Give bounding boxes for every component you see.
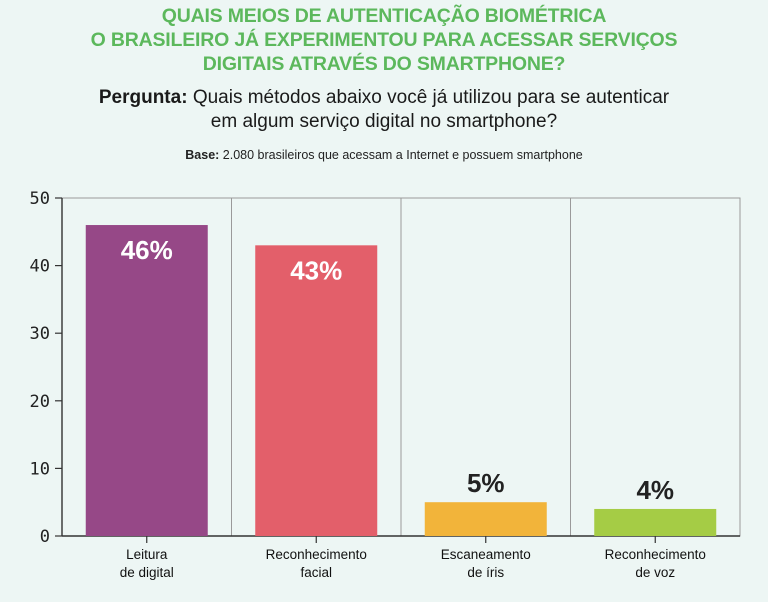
y-tick-label: 30 <box>30 324 50 344</box>
base-label: Base: <box>185 148 220 162</box>
x-tick-label: facial <box>300 565 332 580</box>
x-tick-label: Escaneamento <box>441 547 531 562</box>
x-tick-label: Leitura <box>126 547 168 562</box>
bar <box>255 245 378 536</box>
x-tick-label: de voz <box>635 565 675 580</box>
data-label: 4% <box>636 475 674 505</box>
x-tick-label: Reconhecimento <box>266 547 367 562</box>
y-tick-label: 40 <box>30 257 50 277</box>
title-line-1: QUAIS MEIOS DE AUTENTICAÇÃO BIOMÉTRICA <box>161 5 607 27</box>
y-tick-label: 0 <box>40 527 50 547</box>
y-tick-label: 50 <box>30 189 50 209</box>
bar <box>424 502 547 536</box>
y-tick-label: 10 <box>30 459 50 479</box>
question-label: Pergunta: <box>98 87 188 108</box>
data-label: 43% <box>290 255 342 285</box>
data-label: 5% <box>467 468 505 498</box>
x-tick-label: de íris <box>467 565 504 580</box>
bar <box>85 225 208 537</box>
question-text: Pergunta: Quais métodos abaixo você já u… <box>0 86 768 134</box>
x-tick-label: de digital <box>120 565 174 580</box>
title-line-3: DIGITAIS ATRAVÉS DO SMARTPHONE? <box>202 53 566 75</box>
data-label: 46% <box>121 235 173 265</box>
question-line-2: em algum serviço digital no smartphone? <box>210 111 558 132</box>
base-note: Base: 2.080 brasileiros que acessam a In… <box>0 148 768 162</box>
bar <box>594 508 717 536</box>
title-line-2: O BRASILEIRO JÁ EXPERIMENTOU PARA ACESSA… <box>90 29 678 51</box>
question-line-1-text: Quais métodos abaixo você já utilizou pa… <box>192 87 670 108</box>
base-text: 2.080 brasileiros que acessam a Internet… <box>222 148 583 162</box>
chart-title: QUAIS MEIOS DE AUTENTICAÇÃO BIOMÉTRICA O… <box>0 4 768 76</box>
x-tick-label: Reconhecimento <box>605 547 706 562</box>
y-tick-label: 20 <box>30 392 50 412</box>
question-line-1: Pergunta: Quais métodos abaixo você já u… <box>0 86 768 110</box>
